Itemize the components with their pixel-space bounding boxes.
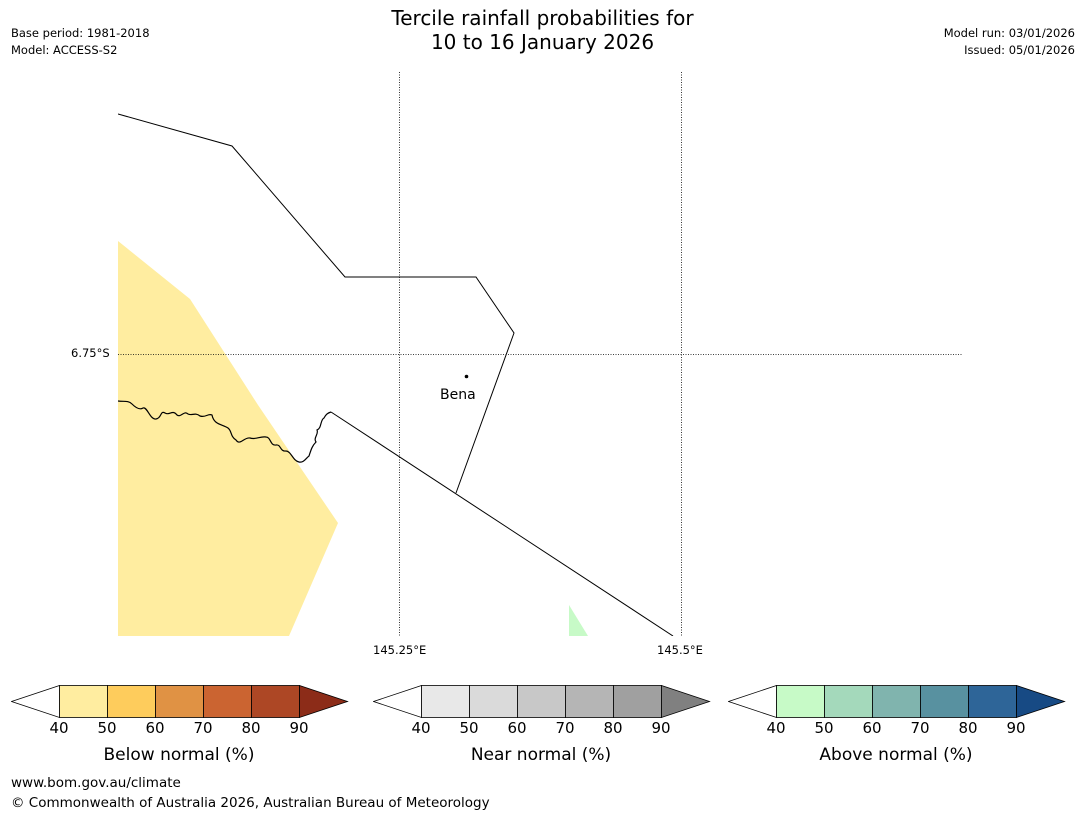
colorbar-tick-label: 50 [459, 719, 479, 737]
colorbar-tick-label: 40 [766, 719, 786, 737]
colorbar-extend-high [299, 685, 349, 719]
page-title: Tercile rainfall probabilities for 10 to… [0, 6, 1085, 54]
colorbar-extend-low [11, 685, 60, 719]
colorbar-tick-label: 70 [193, 719, 213, 737]
province-boundary-south [330, 411, 674, 636]
colorbar-extend-high [661, 685, 711, 719]
colorbar-tick-label: 60 [862, 719, 882, 737]
colorbar-segment [155, 685, 204, 718]
lon-label-145-25: 145.25°E [373, 643, 427, 657]
lon-label-145-5: 145.5°E [657, 643, 703, 657]
colorbar-tick-label: 80 [958, 719, 978, 737]
province-boundary [118, 113, 515, 494]
colorbar-segment [920, 685, 969, 718]
model-run: Model run: 03/01/2026 [943, 26, 1075, 40]
colorbar-segment [107, 685, 156, 718]
colorbar-segment [565, 685, 614, 718]
place-label-bena: Bena [440, 387, 476, 403]
colorbar-segment [251, 685, 300, 718]
colorbar-0 [11, 685, 349, 719]
footer-url: www.bom.gov.au/climate [11, 775, 181, 791]
header-meta-right: Model run: 03/01/2026 Issued: 05/01/2026 [944, 25, 1075, 59]
colorbar-segment [776, 685, 825, 718]
colorbar-segment [824, 685, 873, 718]
colorbar-1 [373, 685, 711, 719]
colorbar-tick-label: 90 [1006, 719, 1026, 737]
base-period: Base period: 1981-2018 [11, 26, 150, 40]
colorbar-label: Above normal (%) [819, 745, 973, 765]
below-normal-region [118, 241, 338, 636]
footer-copyright: © Commonwealth of Australia 2026, Austra… [11, 795, 490, 811]
title-line-2: 10 to 16 January 2026 [430, 30, 655, 54]
colorbar-tick-label: 70 [555, 719, 575, 737]
issued-date: Issued: 05/01/2026 [964, 43, 1075, 57]
colorbar-tick-label: 60 [145, 719, 165, 737]
model-name: Model: ACCESS-S2 [11, 43, 118, 57]
above-normal-region [569, 605, 588, 636]
colorbar-segment [613, 685, 662, 718]
lat-label: 6.75°S [71, 346, 110, 360]
title-line-1: Tercile rainfall probabilities for [391, 6, 694, 30]
colorbar-tick-label: 90 [289, 719, 309, 737]
colorbar-tick-label: 80 [241, 719, 261, 737]
colorbar-segment [203, 685, 252, 718]
colorbar-tick-label: 70 [910, 719, 930, 737]
colorbar-tick-label: 50 [814, 719, 834, 737]
colorbar-tick-label: 60 [507, 719, 527, 737]
colorbar-extend-low [373, 685, 422, 719]
colorbar-extend-low [728, 685, 777, 719]
colorbar-segment [59, 685, 108, 718]
colorbar-segment [872, 685, 921, 718]
colorbar-tick-label: 40 [411, 719, 431, 737]
colorbar-tick-label: 90 [651, 719, 671, 737]
colorbar-label: Below normal (%) [103, 745, 255, 765]
colorbar-segment [421, 685, 470, 718]
colorbar-extend-high [1016, 685, 1066, 719]
colorbar-segment [968, 685, 1017, 718]
colorbar-tick-label: 80 [603, 719, 623, 737]
colorbar-2 [728, 685, 1066, 719]
header-meta-left: Base period: 1981-2018 Model: ACCESS-S2 [11, 25, 150, 59]
bena-marker [464, 374, 469, 379]
colorbar-tick-label: 50 [97, 719, 117, 737]
colorbar-segment [517, 685, 566, 718]
colorbar-label: Near normal (%) [470, 745, 612, 765]
colorbar-segment [469, 685, 518, 718]
river-boundary [118, 400, 332, 463]
colorbar-tick-label: 40 [49, 719, 69, 737]
